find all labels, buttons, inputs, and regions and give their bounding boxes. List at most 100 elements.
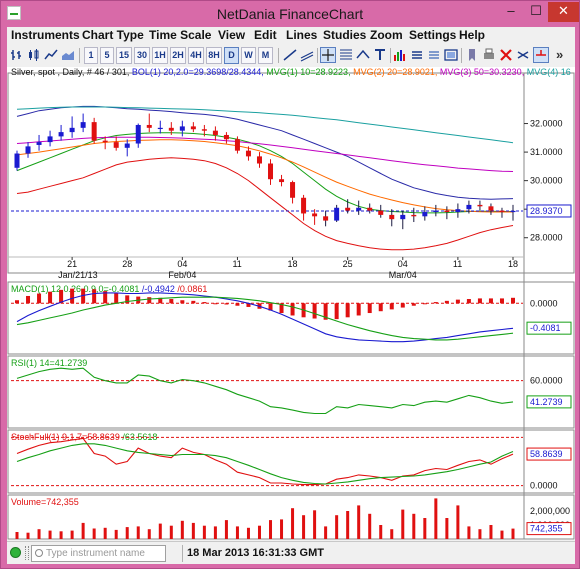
- volume-bar: [445, 518, 449, 539]
- menu-view[interactable]: View: [218, 28, 246, 42]
- volume-bar: [37, 529, 41, 539]
- drag-handle-icon[interactable]: [25, 546, 29, 560]
- bar-chart-icon[interactable]: [10, 48, 24, 62]
- area-chart-icon[interactable]: [61, 48, 75, 62]
- minimize-button[interactable]: –: [507, 3, 515, 18]
- clear-lines-icon[interactable]: [516, 48, 530, 62]
- volume-bar: [434, 498, 438, 539]
- candle-body: [14, 153, 20, 168]
- volume-bar: [48, 530, 52, 539]
- menu-lines[interactable]: Lines: [286, 28, 318, 42]
- volume-panel-header: Volume=742,355: [11, 497, 79, 507]
- volume-bar: [346, 511, 350, 539]
- volume-bar: [191, 522, 195, 539]
- candle-body: [80, 122, 86, 128]
- indicators-icon[interactable]: [393, 48, 407, 62]
- macd-panel-header-part: MACD(1) 12,0.26,0.9,0=-0.4081: [11, 284, 142, 294]
- chart-area[interactable]: Silver, spot , Daily, # 46 / 301, BOL(1)…: [7, 67, 575, 540]
- pin-icon[interactable]: [533, 47, 549, 63]
- zoom-in-icon[interactable]: [410, 48, 424, 62]
- price-axis-label: 30.0000: [530, 176, 563, 186]
- instrument-search-box[interactable]: [31, 545, 166, 562]
- volume-bar: [125, 527, 129, 539]
- macd-signal-line: [16, 296, 514, 341]
- bookmark-icon[interactable]: [465, 48, 479, 62]
- title-bar[interactable]: NetDania FinanceChart – ☐ ✕: [1, 1, 579, 27]
- candle-body: [91, 122, 97, 141]
- volume-bar: [291, 508, 295, 539]
- trend-lines-icon[interactable]: [300, 48, 314, 62]
- crosshair-icon[interactable]: [320, 47, 336, 63]
- line-chart-icon[interactable]: [44, 48, 58, 62]
- timeframe-w[interactable]: W: [241, 47, 256, 64]
- timeframe-8h[interactable]: 8H: [206, 47, 222, 64]
- screenshot-icon[interactable]: [444, 48, 458, 62]
- volume-bar: [59, 531, 63, 539]
- candlestick-icon[interactable]: [27, 48, 41, 62]
- candle-body: [201, 129, 207, 131]
- toolbar-separator: [317, 48, 318, 63]
- volume-bar: [70, 530, 74, 539]
- menu-settings[interactable]: Settings: [409, 28, 457, 42]
- macd-histogram-bar: [246, 303, 251, 307]
- menu-instruments[interactable]: Instruments: [11, 28, 80, 42]
- time-axis-label: 04: [177, 259, 187, 269]
- macd-histogram-bar: [92, 289, 97, 304]
- candle-body: [135, 124, 141, 144]
- status-timestamp: 18 Mar 2013 16:31:33 GMT: [187, 547, 324, 559]
- channel-icon[interactable]: [356, 48, 370, 62]
- draw-line-icon[interactable]: [283, 48, 297, 62]
- volume-bar: [313, 510, 317, 539]
- candle-body: [157, 127, 163, 130]
- mvg4-line: [16, 106, 514, 144]
- text-tool-icon[interactable]: [373, 48, 387, 62]
- macd-histogram-bar: [488, 298, 493, 304]
- candle-body: [290, 182, 296, 198]
- fibonacci-icon[interactable]: [339, 48, 353, 62]
- chart-canvas[interactable]: Silver, spot , Daily, # 46 / 301, BOL(1)…: [7, 67, 575, 540]
- rsi-panel-header: RSI(1) 14=41.2739: [11, 358, 87, 368]
- menu-edit[interactable]: Edit: [254, 28, 277, 42]
- close-button[interactable]: ✕: [548, 2, 579, 22]
- timeframe-5[interactable]: 5: [100, 47, 114, 64]
- timeframe-1h[interactable]: 1H: [152, 47, 168, 64]
- candle-body: [223, 134, 229, 140]
- macd-histogram-bar: [26, 295, 31, 304]
- print-icon[interactable]: [482, 48, 496, 62]
- zoom-out-icon[interactable]: [427, 48, 441, 62]
- timeframe-m[interactable]: M: [258, 47, 273, 64]
- mvg1-line: [16, 132, 513, 214]
- timeframe-d[interactable]: D: [224, 47, 239, 64]
- menu-studies[interactable]: Studies: [323, 28, 367, 42]
- macd-histogram-bar: [279, 303, 284, 314]
- candle-body: [422, 212, 428, 217]
- volume-bar: [235, 526, 239, 539]
- timeframe-4h[interactable]: 4H: [188, 47, 204, 64]
- stoch-last-label: 58.8639: [530, 449, 563, 459]
- volume-bar: [511, 528, 515, 539]
- maximize-button[interactable]: ☐: [530, 3, 542, 18]
- delete-icon[interactable]: [499, 48, 513, 62]
- macd-histogram-bar: [169, 299, 174, 304]
- macd-histogram-bar: [103, 291, 108, 304]
- toolbar-overflow-button[interactable]: »: [556, 47, 564, 62]
- candle-body: [124, 143, 130, 148]
- instrument-search-input[interactable]: [46, 547, 164, 560]
- timeframe-30[interactable]: 30: [134, 47, 150, 64]
- menu-zoom[interactable]: Zoom: [370, 28, 403, 42]
- volume-bar: [467, 526, 471, 539]
- client-area: Instruments Chart Type Time Scale View E…: [7, 27, 575, 564]
- menu-chart-type[interactable]: Chart Type: [82, 28, 144, 42]
- menu-time-scale[interactable]: Time Scale: [149, 28, 212, 42]
- time-axis-month-label: Mar/04: [389, 270, 417, 280]
- timeframe-1[interactable]: 1: [84, 47, 98, 64]
- app-icon: [7, 6, 21, 20]
- volume-last-label: 742,355: [530, 524, 563, 534]
- time-axis-month-label: Jan/21/13: [58, 270, 98, 280]
- volume-bar: [224, 520, 228, 539]
- menu-help[interactable]: Help: [459, 28, 486, 42]
- timeframe-15[interactable]: 15: [116, 47, 132, 64]
- macd-histogram-bar: [422, 303, 427, 305]
- timeframe-2h[interactable]: 2H: [170, 47, 186, 64]
- candle-body: [323, 216, 329, 221]
